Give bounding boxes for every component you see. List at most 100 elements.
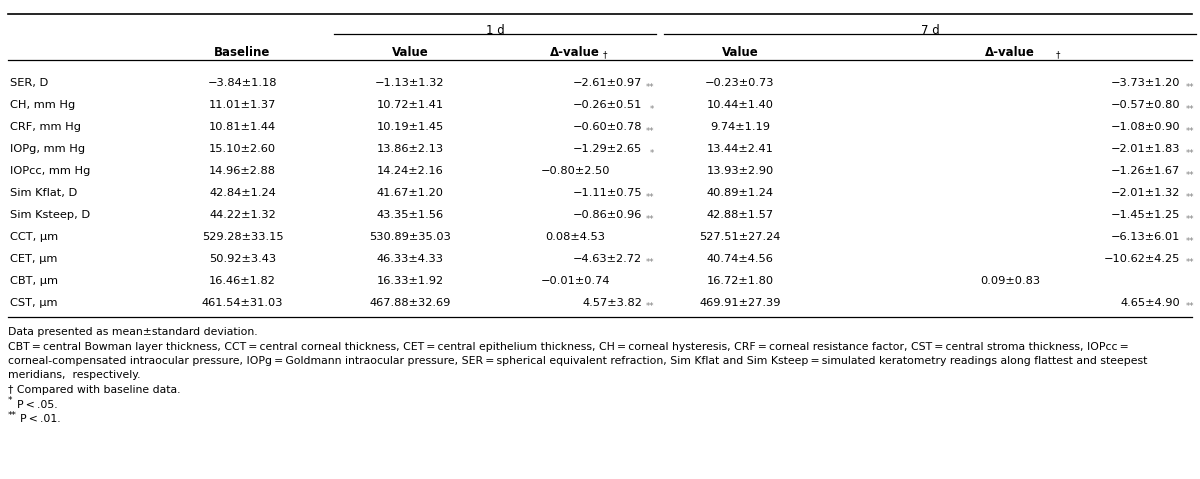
- Text: P < .05.: P < .05.: [17, 399, 58, 410]
- Text: 10.81±1.44: 10.81±1.44: [209, 122, 276, 132]
- Text: †: †: [602, 50, 607, 59]
- Text: **: **: [646, 215, 654, 224]
- Text: † Compared with baseline data.: † Compared with baseline data.: [8, 385, 180, 395]
- Text: 461.54±31.03: 461.54±31.03: [202, 298, 283, 308]
- Text: −2.01±1.83: −2.01±1.83: [1110, 144, 1180, 154]
- Text: **: **: [646, 193, 654, 202]
- Text: −1.45±1.25: −1.45±1.25: [1111, 210, 1180, 220]
- Text: †: †: [1056, 50, 1061, 59]
- Text: −2.01±1.32: −2.01±1.32: [1111, 188, 1180, 198]
- Text: Baseline: Baseline: [215, 46, 271, 59]
- Text: 14.96±2.88: 14.96±2.88: [209, 166, 276, 176]
- Text: −2.61±0.97: −2.61±0.97: [572, 78, 642, 88]
- Text: −0.01±0.74: −0.01±0.74: [540, 276, 610, 286]
- Text: **: **: [646, 259, 654, 267]
- Text: *: *: [8, 397, 12, 406]
- Text: **: **: [1186, 215, 1194, 224]
- Text: P < .01.: P < .01.: [20, 414, 61, 424]
- Text: 14.24±2.16: 14.24±2.16: [377, 166, 443, 176]
- Text: meridians,  respectively.: meridians, respectively.: [8, 370, 140, 380]
- Text: 10.19±1.45: 10.19±1.45: [377, 122, 444, 132]
- Text: CET, μm: CET, μm: [10, 254, 58, 264]
- Text: 9.74±1.19: 9.74±1.19: [710, 122, 770, 132]
- Text: −0.26±0.51: −0.26±0.51: [572, 100, 642, 110]
- Text: −0.60±0.78: −0.60±0.78: [572, 122, 642, 132]
- Text: Value: Value: [391, 46, 428, 59]
- Text: 1 d: 1 d: [486, 24, 504, 37]
- Text: −3.73±1.20: −3.73±1.20: [1110, 78, 1180, 88]
- Text: −0.23±0.73: −0.23±0.73: [706, 78, 775, 88]
- Text: 16.33±1.92: 16.33±1.92: [377, 276, 444, 286]
- Text: 7 d: 7 d: [920, 24, 940, 37]
- Text: 16.72±1.80: 16.72±1.80: [707, 276, 774, 286]
- Text: −4.63±2.72: −4.63±2.72: [572, 254, 642, 264]
- Text: CCT, μm: CCT, μm: [10, 232, 58, 242]
- Text: **: **: [1186, 82, 1194, 91]
- Text: 4.65±4.90: 4.65±4.90: [1121, 298, 1180, 308]
- Text: **: **: [1186, 171, 1194, 180]
- Text: **: **: [646, 303, 654, 311]
- Text: *: *: [649, 148, 654, 158]
- Text: CH, mm Hg: CH, mm Hg: [10, 100, 76, 110]
- Text: 40.89±1.24: 40.89±1.24: [707, 188, 774, 198]
- Text: **: **: [646, 82, 654, 91]
- Text: 13.44±2.41: 13.44±2.41: [707, 144, 774, 154]
- Text: 11.01±1.37: 11.01±1.37: [209, 100, 276, 110]
- Text: −0.57±0.80: −0.57±0.80: [1110, 100, 1180, 110]
- Text: **: **: [1186, 148, 1194, 158]
- Text: 42.88±1.57: 42.88±1.57: [707, 210, 774, 220]
- Text: Δ-value: Δ-value: [550, 46, 600, 59]
- Text: 469.91±27.39: 469.91±27.39: [700, 298, 781, 308]
- Text: 50.92±3.43: 50.92±3.43: [209, 254, 276, 264]
- Text: 530.89±35.03: 530.89±35.03: [370, 232, 451, 242]
- Text: corneal-compensated intraocular pressure, IOPg = Goldmann intraocular pressure, : corneal-compensated intraocular pressure…: [8, 356, 1147, 366]
- Text: −10.62±4.25: −10.62±4.25: [1104, 254, 1180, 264]
- Text: IOPg, mm Hg: IOPg, mm Hg: [10, 144, 85, 154]
- Text: *: *: [649, 104, 654, 114]
- Text: 15.10±2.60: 15.10±2.60: [209, 144, 276, 154]
- Text: CBT, μm: CBT, μm: [10, 276, 58, 286]
- Text: SER, D: SER, D: [10, 78, 48, 88]
- Text: Sim Kflat, D: Sim Kflat, D: [10, 188, 77, 198]
- Text: **: **: [1186, 126, 1194, 136]
- Text: Δ-value: Δ-value: [985, 46, 1034, 59]
- Text: **: **: [1186, 237, 1194, 246]
- Text: −6.13±6.01: −6.13±6.01: [1111, 232, 1180, 242]
- Text: **: **: [1186, 193, 1194, 202]
- Text: **: **: [8, 411, 17, 420]
- Text: 46.33±4.33: 46.33±4.33: [377, 254, 444, 264]
- Text: −1.26±1.67: −1.26±1.67: [1111, 166, 1180, 176]
- Text: 41.67±1.20: 41.67±1.20: [377, 188, 444, 198]
- Text: 10.44±1.40: 10.44±1.40: [707, 100, 774, 110]
- Text: CST, μm: CST, μm: [10, 298, 58, 308]
- Text: −1.29±2.65: −1.29±2.65: [572, 144, 642, 154]
- Text: CRF, mm Hg: CRF, mm Hg: [10, 122, 82, 132]
- Text: −1.08±0.90: −1.08±0.90: [1110, 122, 1180, 132]
- Text: 42.84±1.24: 42.84±1.24: [209, 188, 276, 198]
- Text: 43.35±1.56: 43.35±1.56: [377, 210, 444, 220]
- Text: 529.28±33.15: 529.28±33.15: [202, 232, 283, 242]
- Text: IOPcc, mm Hg: IOPcc, mm Hg: [10, 166, 90, 176]
- Text: −3.84±1.18: −3.84±1.18: [208, 78, 277, 88]
- Text: −0.80±2.50: −0.80±2.50: [540, 166, 610, 176]
- Text: Value: Value: [721, 46, 758, 59]
- Text: 13.93±2.90: 13.93±2.90: [707, 166, 774, 176]
- Text: 4.57±3.82: 4.57±3.82: [582, 298, 642, 308]
- Text: 44.22±1.32: 44.22±1.32: [209, 210, 276, 220]
- Text: 467.88±32.69: 467.88±32.69: [370, 298, 451, 308]
- Text: **: **: [646, 126, 654, 136]
- Text: 40.74±4.56: 40.74±4.56: [707, 254, 774, 264]
- Text: **: **: [1186, 259, 1194, 267]
- Text: 527.51±27.24: 527.51±27.24: [700, 232, 781, 242]
- Text: **: **: [1186, 104, 1194, 114]
- Text: 16.46±1.82: 16.46±1.82: [209, 276, 276, 286]
- Text: Data presented as mean±standard deviation.: Data presented as mean±standard deviatio…: [8, 327, 258, 337]
- Text: 13.86±2.13: 13.86±2.13: [377, 144, 444, 154]
- Text: 0.09±0.83: 0.09±0.83: [980, 276, 1040, 286]
- Text: Sim Ksteep, D: Sim Ksteep, D: [10, 210, 90, 220]
- Text: −1.13±1.32: −1.13±1.32: [376, 78, 445, 88]
- Text: −1.11±0.75: −1.11±0.75: [572, 188, 642, 198]
- Text: −0.86±0.96: −0.86±0.96: [572, 210, 642, 220]
- Text: 0.08±4.53: 0.08±4.53: [545, 232, 605, 242]
- Text: **: **: [1186, 303, 1194, 311]
